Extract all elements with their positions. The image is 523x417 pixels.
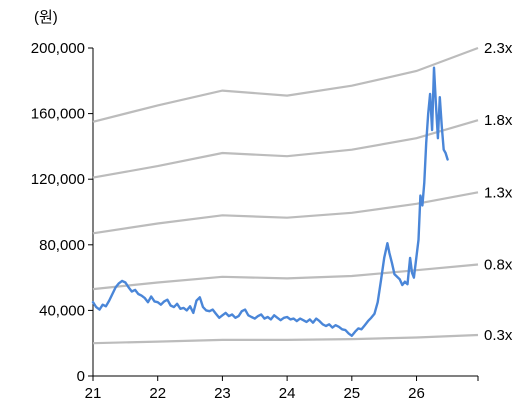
x-tick-label: 21	[85, 385, 102, 402]
y-tick-label: 160,000	[31, 106, 85, 123]
x-tick-label: 25	[343, 385, 360, 402]
unit-label: (원)	[34, 9, 58, 26]
band-line-1.3x	[92, 191, 479, 235]
band-line-0.8x	[92, 263, 479, 291]
price-series	[91, 66, 449, 337]
y-tick-label: 0	[77, 368, 85, 385]
band-line-1.8x	[92, 119, 479, 179]
band-line-2.3x	[92, 46, 479, 123]
band-labels: 2.3x 1.8x 1.3x 0.8x 0.3x	[484, 40, 513, 344]
x-tick-label: 26	[408, 385, 425, 402]
x-tick-label: 24	[279, 385, 296, 402]
band-label: 1.3x	[484, 184, 513, 201]
y-tick-label: 40,000	[39, 302, 85, 319]
band-label: 0.3x	[484, 327, 513, 344]
band-line-0.3x	[92, 333, 479, 345]
x-axis: 21 22 23 24 25 26	[85, 375, 479, 402]
band-label: 0.8x	[484, 256, 513, 273]
band-label: 2.3x	[484, 40, 513, 57]
y-tick-label: 120,000	[31, 171, 85, 188]
y-axis: 0 40,000 80,000 120,000 160,000 200,000	[31, 40, 94, 385]
band-lines	[92, 46, 479, 345]
band-label: 1.8x	[484, 112, 513, 129]
y-tick-label: 200,000	[31, 40, 85, 57]
price-line	[91, 66, 449, 337]
x-tick-label: 23	[214, 385, 231, 402]
y-tick-label: 80,000	[39, 237, 85, 254]
x-tick-label: 22	[149, 385, 166, 402]
